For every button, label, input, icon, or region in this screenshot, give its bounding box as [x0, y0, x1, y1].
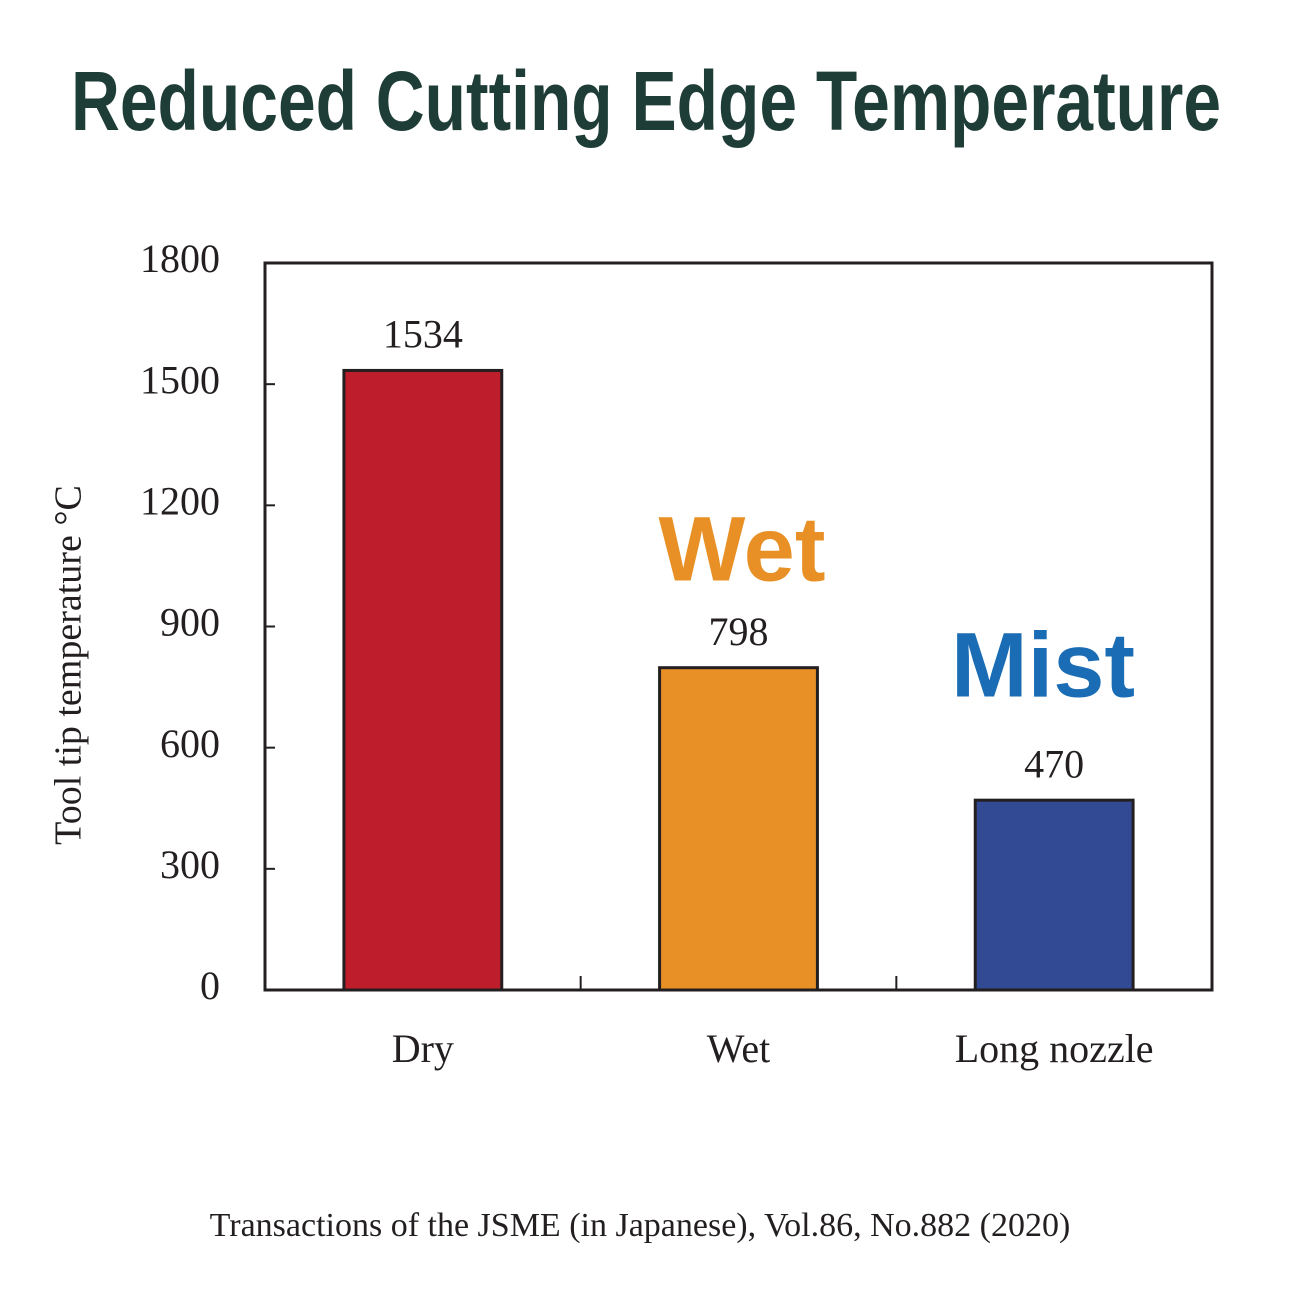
- y-tick-label: 300: [160, 842, 220, 887]
- bar: [658, 666, 819, 992]
- value-label: 1534: [383, 312, 463, 357]
- annotation: Wet: [659, 498, 826, 600]
- y-tick-label: 1800: [140, 236, 220, 281]
- y-tick-label: 0: [200, 963, 220, 1008]
- y-tick-label: 1500: [140, 357, 220, 402]
- chart-title: Reduced Cutting Edge Temperature: [71, 54, 1221, 148]
- y-tick-label: 1200: [140, 479, 220, 524]
- bar: [342, 368, 504, 992]
- y-axis-label: Tool tip temperature °C: [48, 485, 90, 845]
- plot-frame: [263, 261, 1214, 992]
- annotation: Mist: [951, 614, 1135, 716]
- y-tick-label: 600: [160, 721, 220, 766]
- x-tick-label: Wet: [707, 1026, 770, 1071]
- source: Transactions of the JSME (in Japanese), …: [210, 1207, 1071, 1244]
- y-tick-label: 900: [160, 600, 220, 645]
- x-tick-label: Dry: [392, 1026, 454, 1071]
- value-label: 798: [709, 609, 769, 654]
- value-label: 470: [1024, 741, 1084, 786]
- x-tick-label: Long nozzle: [955, 1026, 1154, 1071]
- bar: [973, 798, 1135, 992]
